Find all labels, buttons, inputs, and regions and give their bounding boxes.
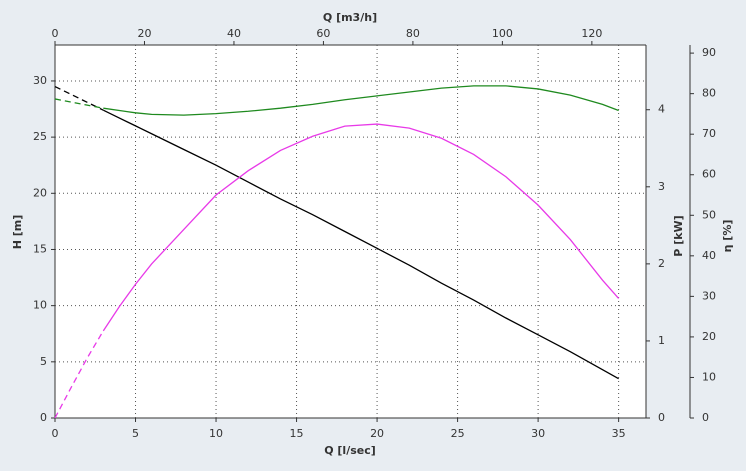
y3-tick-label: 90 [702,46,716,59]
y2-tick-label: 2 [658,257,665,270]
x-tick-label: 35 [612,427,626,440]
x-axis-title: Q [l/sec] [324,444,376,457]
x2-axis-title: Q [m3/h] [323,11,377,24]
x-tick-label: 25 [451,427,465,440]
y-tick-label: 30 [33,74,47,87]
y3-tick-label: 60 [702,168,716,181]
curve [103,109,619,380]
y-tick-label: 25 [33,130,47,143]
x-tick-label: 20 [370,427,384,440]
y3-tick-label: 10 [702,370,716,383]
y2-axis-title: P [kW] [672,215,685,256]
y2-tick-label: 1 [658,334,665,347]
y3-tick-label: 50 [702,208,716,221]
y3-tick-label: 40 [702,249,716,262]
y-tick-label: 5 [40,355,47,368]
x2-tick-label: 120 [581,27,602,40]
y-tick-label: 0 [40,411,47,424]
y3-tick-label: 80 [702,87,716,100]
y3-axis-title: η [%] [721,220,734,253]
curve-extrapolated [54,330,104,419]
x2-tick-label: 0 [52,27,59,40]
x2-tick-label: 40 [227,27,241,40]
y3-tick-label: 20 [702,330,716,343]
y3-tick-label: 0 [702,411,709,424]
x2-tick-label: 100 [492,27,513,40]
y-axis-title: H [m] [11,215,24,250]
y-tick-label: 10 [33,299,47,312]
y-tick-label: 20 [33,186,47,199]
y2-tick-label: 0 [658,411,665,424]
x-tick-label: 10 [209,427,223,440]
curve [103,85,619,116]
y-tick-label: 15 [33,242,47,255]
x-tick-label: 15 [290,427,304,440]
plot-area [55,45,646,418]
curve [102,123,620,332]
y3-tick-label: 70 [702,127,716,140]
x-tick-label: 5 [132,427,139,440]
y3-tick-label: 30 [702,289,716,302]
x2-tick-label: 20 [137,27,151,40]
x2-tick-label: 80 [406,27,420,40]
x-tick-label: 30 [531,427,545,440]
curve-extrapolated [54,98,104,109]
x-tick-label: 0 [52,427,59,440]
x2-tick-label: 60 [316,27,330,40]
y2-tick-label: 3 [658,180,665,193]
y2-tick-label: 4 [658,103,665,116]
